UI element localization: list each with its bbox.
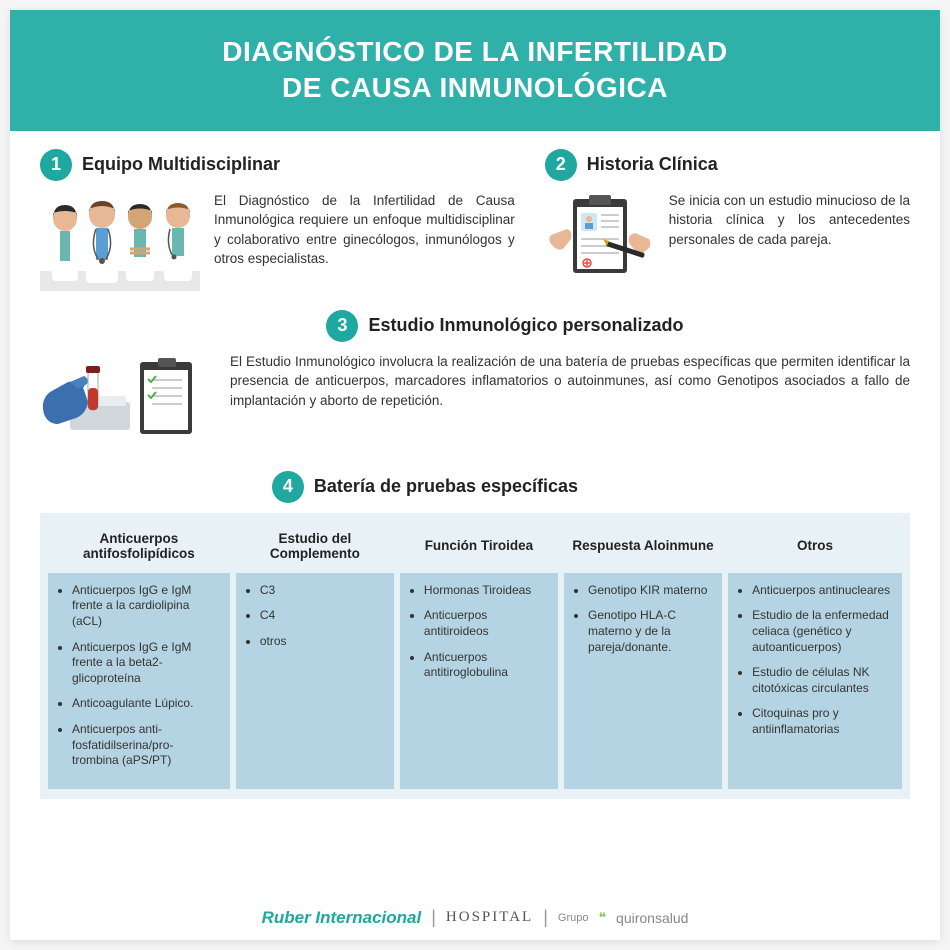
- leaf-icon: ❝: [598, 909, 606, 926]
- col-header-3: Respuesta Aloinmune: [564, 523, 722, 573]
- infographic-container: DIAGNÓSTICO DE LA INFERTILIDAD DE CAUSA …: [10, 10, 940, 940]
- section-1-title: Equipo Multidisciplinar: [82, 154, 280, 175]
- test-item: Genotipo KIR materno: [588, 583, 712, 599]
- test-item: Anticuerpos antinucleares: [752, 583, 892, 599]
- section-4-head: 4 Batería de pruebas específicas: [0, 471, 910, 503]
- footer: Ruber Internacional | HOSPITAL | Grupo ❝…: [10, 895, 940, 940]
- col-header-1: Estudio del Complemento: [236, 523, 394, 573]
- test-item: Anticuerpos anti-fosfatidilserina/pro-tr…: [72, 722, 220, 769]
- section-3-text: El Estudio Inmunológico involucra la rea…: [230, 352, 910, 411]
- test-item: otros: [260, 634, 384, 650]
- section-1-head: 1 Equipo Multidisciplinar: [40, 149, 515, 181]
- test-col-2: Función Tiroidea Hormonas Tiroideas Anti…: [400, 523, 558, 789]
- section-4-title: Batería de pruebas específicas: [314, 476, 578, 497]
- badge-4: 4: [272, 471, 304, 503]
- test-item: Anticuerpos IgG e IgM frente a la cardio…: [72, 583, 220, 630]
- test-col-1: Estudio del Complemento C3 C4 otros: [236, 523, 394, 789]
- footer-divider: |: [431, 907, 436, 928]
- col-body-1: C3 C4 otros: [236, 573, 394, 789]
- doctors-illustration: [40, 191, 200, 296]
- section-2-body: Se inicia con un estudio minucioso de la…: [545, 191, 910, 291]
- test-item: Anticoagulante Lúpico.: [72, 696, 220, 712]
- header-line1: DIAGNÓSTICO DE LA INFERTILIDAD: [30, 34, 920, 70]
- test-item: C4: [260, 608, 384, 624]
- col-body-4: Anticuerpos antinucleares Estudio de la …: [728, 573, 902, 789]
- section-2: 2 Historia Clínica: [545, 149, 910, 296]
- content-area: 1 Equipo Multidisciplinar: [10, 131, 940, 895]
- test-item: C3: [260, 583, 384, 599]
- header-banner: DIAGNÓSTICO DE LA INFERTILIDAD DE CAUSA …: [10, 10, 940, 131]
- section-1-body: El Diagnóstico de la Infertilidad de Cau…: [40, 191, 515, 296]
- footer-divider: |: [543, 907, 548, 928]
- test-item: Estudio de la enfermedad celiaca (genéti…: [752, 608, 892, 655]
- test-item: Citoquinas pro y antiinflamatorias: [752, 706, 892, 737]
- section-3-body: El Estudio Inmunológico involucra la rea…: [40, 352, 910, 457]
- section-4: 4 Batería de pruebas específicas Anticue…: [40, 471, 910, 799]
- clipboard-illustration: [545, 191, 655, 291]
- section-2-title: Historia Clínica: [587, 154, 718, 175]
- tests-table: Anticuerpos antifosfolipídicos Anticuerp…: [40, 513, 910, 799]
- group-label: Grupo: [558, 912, 589, 924]
- test-item: Genotipo HLA-C materno y de la pareja/do…: [588, 608, 712, 655]
- col-body-2: Hormonas Tiroideas Anticuerpos antitiroi…: [400, 573, 558, 789]
- col-header-2: Función Tiroidea: [400, 523, 558, 573]
- test-col-0: Anticuerpos antifosfolipídicos Anticuerp…: [48, 523, 230, 789]
- section-1: 1 Equipo Multidisciplinar: [40, 149, 515, 296]
- col-body-3: Genotipo KIR materno Genotipo HLA-C mate…: [564, 573, 722, 789]
- section-1-text: El Diagnóstico de la Infertilidad de Cau…: [214, 191, 515, 269]
- col-header-0: Anticuerpos antifosfolipídicos: [48, 523, 230, 573]
- section-2-head: 2 Historia Clínica: [545, 149, 910, 181]
- badge-2: 2: [545, 149, 577, 181]
- test-item: Hormonas Tiroideas: [424, 583, 548, 599]
- section-3: 3 Estudio Inmunológico personalizado: [40, 310, 910, 457]
- test-item: Anticuerpos IgG e IgM frente a la beta2-…: [72, 640, 220, 687]
- test-item: Estudio de células NK citotóxicas circul…: [752, 665, 892, 696]
- section-2-text: Se inicia con un estudio minucioso de la…: [669, 191, 910, 250]
- test-col-4: Otros Anticuerpos antinucleares Estudio …: [728, 523, 902, 789]
- brand-quiron: quironsalud: [616, 910, 688, 926]
- col-body-0: Anticuerpos IgG e IgM frente a la cardio…: [48, 573, 230, 789]
- lab-illustration: [40, 352, 210, 457]
- brand-ruber: Ruber Internacional: [262, 908, 422, 928]
- test-col-3: Respuesta Aloinmune Genotipo KIR materno…: [564, 523, 722, 789]
- badge-1: 1: [40, 149, 72, 181]
- header-line2: DE CAUSA INMUNOLÓGICA: [30, 70, 920, 106]
- brand-hospital: HOSPITAL: [446, 909, 533, 926]
- row-1: 1 Equipo Multidisciplinar: [40, 149, 910, 296]
- test-item: Anticuerpos antitiroglobulina: [424, 650, 548, 681]
- section-3-head: 3 Estudio Inmunológico personalizado: [100, 310, 910, 342]
- section-3-title: Estudio Inmunológico personalizado: [368, 315, 683, 336]
- badge-3: 3: [326, 310, 358, 342]
- test-item: Anticuerpos antitiroideos: [424, 608, 548, 639]
- col-header-4: Otros: [728, 523, 902, 573]
